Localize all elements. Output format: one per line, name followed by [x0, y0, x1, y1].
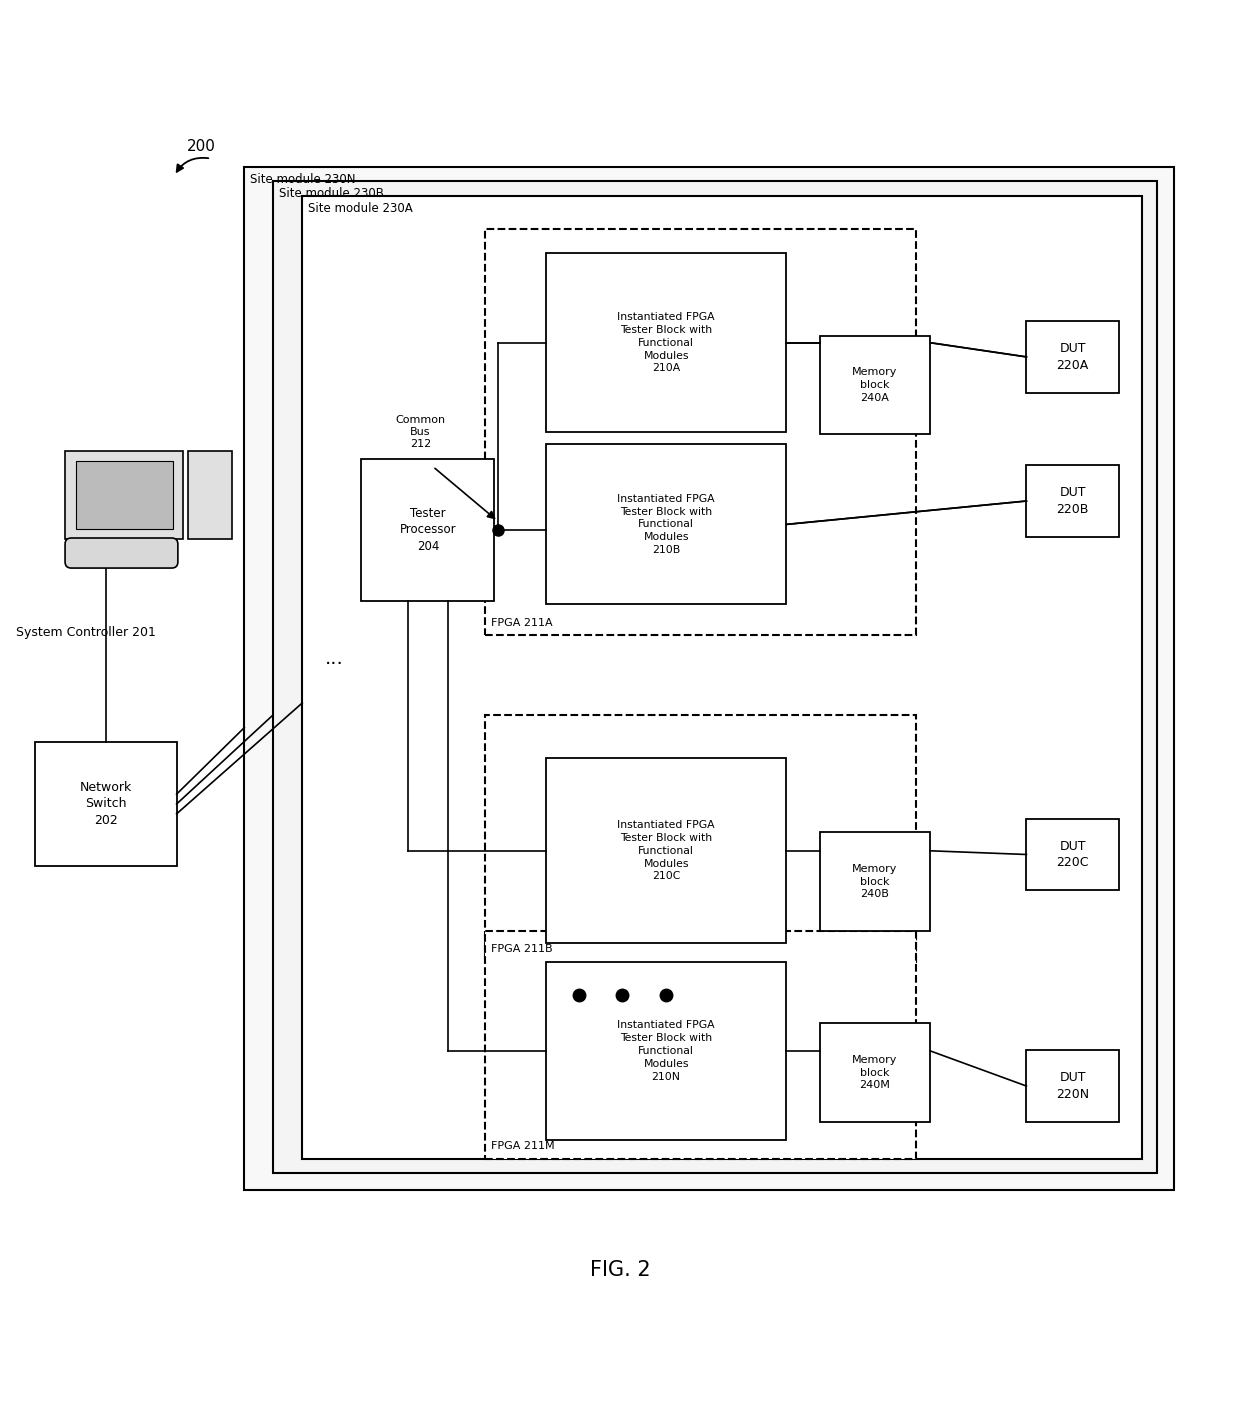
Text: Memory
block
240B: Memory block 240B	[852, 863, 898, 900]
Text: DUT
220A: DUT 220A	[1056, 342, 1089, 371]
Bar	[188, 451, 232, 540]
Text: ...: ...	[325, 650, 343, 668]
Bar	[485, 716, 915, 962]
Bar	[820, 1024, 930, 1122]
Bar	[1027, 321, 1118, 392]
Text: 200: 200	[186, 139, 216, 153]
Bar	[273, 181, 1157, 1174]
Text: FPGA 211M: FPGA 211M	[491, 1142, 554, 1152]
Text: FPGA 211B: FPGA 211B	[491, 945, 552, 955]
Text: DUT
220N: DUT 220N	[1056, 1071, 1089, 1101]
Text: Instantiated FPGA
Tester Block with
Functional
Modules
210N: Instantiated FPGA Tester Block with Func…	[618, 1021, 715, 1081]
Text: System Controller 201: System Controller 201	[16, 626, 156, 640]
Bar	[485, 229, 915, 636]
Bar	[1027, 1050, 1118, 1122]
Bar	[35, 742, 176, 866]
Text: FIG. 2: FIG. 2	[590, 1260, 650, 1279]
Bar	[546, 962, 786, 1140]
Bar	[361, 460, 495, 600]
Bar	[546, 758, 786, 943]
Text: Instantiated FPGA
Tester Block with
Functional
Modules
210C: Instantiated FPGA Tester Block with Func…	[618, 820, 715, 882]
Text: Common
Bus
212: Common Bus 212	[396, 415, 445, 449]
Bar	[64, 451, 184, 540]
Bar	[820, 832, 930, 931]
Bar	[1027, 818, 1118, 890]
Text: Instantiated FPGA
Tester Block with
Functional
Modules
210B: Instantiated FPGA Tester Block with Func…	[618, 494, 715, 555]
Text: Site module 230A: Site module 230A	[309, 201, 413, 215]
Text: Site module 230N: Site module 230N	[250, 173, 356, 187]
Bar	[76, 461, 172, 529]
Text: FPGA 211A: FPGA 211A	[491, 617, 552, 628]
Text: Instantiated FPGA
Tester Block with
Functional
Modules
210A: Instantiated FPGA Tester Block with Func…	[618, 312, 715, 374]
Bar	[485, 931, 915, 1159]
Text: Site module 230B: Site module 230B	[279, 187, 383, 200]
Text: Memory
block
240M: Memory block 240M	[852, 1054, 898, 1090]
Bar	[244, 167, 1174, 1189]
Text: DUT
220B: DUT 220B	[1056, 486, 1089, 516]
Bar	[820, 336, 930, 434]
Bar	[1027, 465, 1118, 537]
Bar	[546, 253, 786, 432]
Bar	[546, 444, 786, 605]
Text: DUT
220C: DUT 220C	[1056, 839, 1089, 869]
FancyBboxPatch shape	[64, 538, 177, 568]
Text: Tester
Processor
204: Tester Processor 204	[399, 508, 456, 553]
Bar	[303, 195, 1142, 1159]
Text: Network
Switch
202: Network Switch 202	[79, 780, 131, 827]
Text: Memory
block
240A: Memory block 240A	[852, 367, 898, 404]
